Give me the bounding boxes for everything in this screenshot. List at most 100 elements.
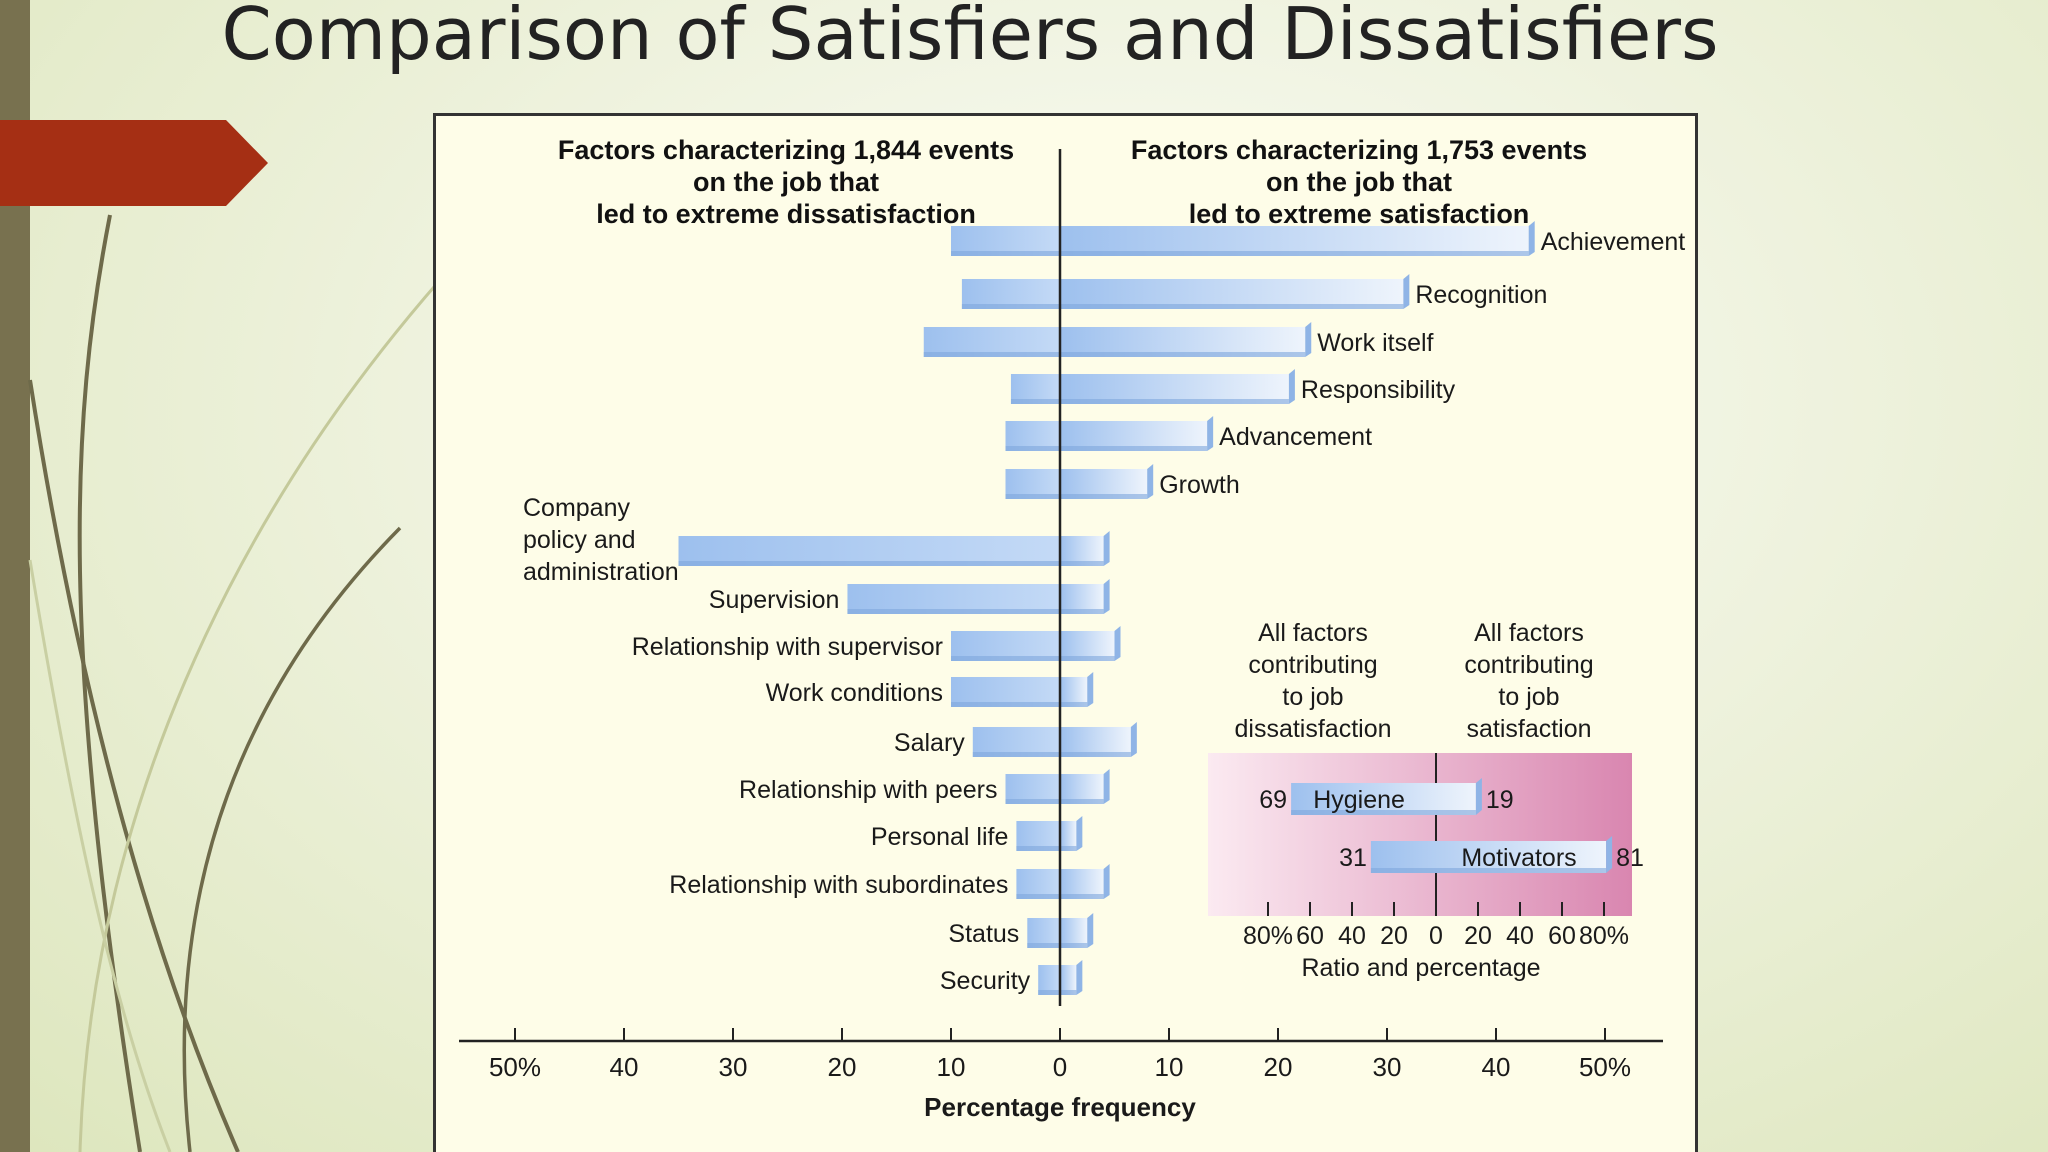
inset-right-header-line: to job xyxy=(1498,683,1559,711)
inset-background xyxy=(1208,753,1632,916)
inset-series-name: Motivators xyxy=(1461,844,1576,872)
inset-left-header-line: to job xyxy=(1282,683,1343,711)
factor-label: policy and xyxy=(523,526,636,554)
bar-satisfaction-shadow xyxy=(1060,846,1077,851)
bar-satisfaction-end xyxy=(1087,913,1094,948)
factor-label: Company xyxy=(523,494,630,522)
bar-satisfaction-end xyxy=(1147,464,1154,499)
bar-dissatisfaction-shadow xyxy=(972,752,1060,757)
inset-bar-shadow xyxy=(1291,810,1476,815)
left-header-line: led to extreme dissatisfaction xyxy=(596,199,976,229)
inset-bar-end xyxy=(1606,836,1613,873)
inset-tick-label: 40 xyxy=(1506,922,1534,950)
inset-left-header-line: contributing xyxy=(1248,651,1377,679)
inset-right-value: 81 xyxy=(1616,844,1644,872)
x-tick-label: 20 xyxy=(1264,1052,1293,1082)
factor-label: Relationship with subordinates xyxy=(669,871,1008,899)
x-tick-label: 50% xyxy=(1579,1052,1631,1082)
bar-satisfaction-end xyxy=(1528,221,1535,256)
bar-satisfaction-end xyxy=(1087,672,1094,707)
inset-right-header-line: All factors xyxy=(1474,619,1584,647)
left-header-line: Factors characterizing 1,844 events xyxy=(558,135,1014,165)
inset-x-axis-label: Ratio and percentage xyxy=(1301,954,1540,982)
inset-chart: All factors contributing to job dissatisfac… xyxy=(1208,619,1644,982)
inset-left-header-line: All factors xyxy=(1258,619,1368,647)
bar-dissatisfaction-shadow xyxy=(951,702,1060,707)
factor-label: Work itself xyxy=(1317,329,1433,357)
bar-dissatisfaction-shadow xyxy=(1016,846,1060,851)
bar-dissatisfaction-shadow xyxy=(923,352,1060,357)
bar-satisfaction-shadow xyxy=(1060,894,1104,899)
bar-satisfaction-shadow xyxy=(1060,799,1104,804)
bar-satisfaction xyxy=(1060,821,1077,851)
inset-tick-label: 60 xyxy=(1296,922,1324,950)
bar-dissatisfaction-shadow xyxy=(1027,943,1060,948)
bar-satisfaction-shadow xyxy=(1060,352,1306,357)
bar-dissatisfaction-shadow xyxy=(961,304,1060,309)
inset-right-value: 19 xyxy=(1486,786,1514,814)
factor-label: Personal life xyxy=(871,823,1009,851)
bar-satisfaction-end xyxy=(1207,416,1214,451)
inset-tick-label: 80% xyxy=(1579,922,1629,950)
bar-satisfaction-end xyxy=(1288,369,1295,404)
factor-label: Status xyxy=(948,920,1019,948)
bar-satisfaction-end xyxy=(1076,816,1083,851)
bar-dissatisfaction-shadow xyxy=(951,656,1060,661)
bar-satisfaction-shadow xyxy=(1060,752,1131,757)
inset-bar-end xyxy=(1475,778,1482,815)
inset-right-header-line: satisfaction xyxy=(1466,715,1591,743)
bar-satisfaction-shadow xyxy=(1060,943,1088,948)
inset-tick-label: 20 xyxy=(1464,922,1492,950)
right-header-line: on the job that xyxy=(1266,167,1452,197)
left-header-line: on the job that xyxy=(693,167,879,197)
bar-dissatisfaction-shadow xyxy=(1005,799,1060,804)
bar-satisfaction-end xyxy=(1103,531,1110,566)
bar-satisfaction-end xyxy=(1103,864,1110,899)
factor-label: Work conditions xyxy=(766,679,943,707)
x-tick-label: 0 xyxy=(1053,1052,1067,1082)
bar-dissatisfaction-shadow xyxy=(1016,894,1060,899)
bar-satisfaction-shadow xyxy=(1060,990,1077,995)
x-axis-label: Percentage frequency xyxy=(924,1092,1196,1122)
x-tick-label: 50% xyxy=(489,1052,541,1082)
bar-dissatisfaction-shadow xyxy=(951,251,1060,256)
inset-tick-label: 0 xyxy=(1429,922,1443,950)
inset-tick-label: 40 xyxy=(1338,922,1366,950)
factor-label: Relationship with supervisor xyxy=(632,633,943,661)
bar-satisfaction-end xyxy=(1103,769,1110,804)
bar-satisfaction xyxy=(1060,965,1077,995)
bar-satisfaction-shadow xyxy=(1060,561,1104,566)
inset-tick-label: 80% xyxy=(1243,922,1293,950)
bar-satisfaction-shadow xyxy=(1060,494,1148,499)
right-header-line: Factors characterizing 1,753 events xyxy=(1131,135,1587,165)
inset-series-name: Hygiene xyxy=(1313,786,1405,814)
inset-bar-shadow xyxy=(1370,868,1607,873)
inset-tick-label: 60 xyxy=(1548,922,1576,950)
bar-satisfaction-shadow xyxy=(1060,609,1104,614)
bar-satisfaction-shadow xyxy=(1060,446,1208,451)
x-tick-label: 40 xyxy=(610,1052,639,1082)
factor-label: Security xyxy=(940,967,1031,995)
factor-label: Relationship with peers xyxy=(739,776,997,804)
factor-label: Growth xyxy=(1159,471,1240,499)
bar-dissatisfaction-shadow xyxy=(678,561,1060,566)
inset-right-header-line: contributing xyxy=(1464,651,1593,679)
bar-dissatisfaction-shadow xyxy=(1038,990,1060,995)
bar-satisfaction-end xyxy=(1403,274,1410,309)
inset-bar xyxy=(1370,841,1607,873)
factor-label: Advancement xyxy=(1219,423,1372,451)
x-tick-label: 10 xyxy=(937,1052,966,1082)
bar-dissatisfaction-shadow xyxy=(847,609,1060,614)
bar-satisfaction-shadow xyxy=(1060,304,1404,309)
bar-satisfaction-end xyxy=(1114,626,1121,661)
chart-frame: Factors characterizing 1,844 events on th… xyxy=(433,113,1698,1152)
inset-tick-label: 20 xyxy=(1380,922,1408,950)
factor-label: Salary xyxy=(894,729,965,757)
title-arrow-marker xyxy=(0,120,268,206)
bar-dissatisfaction-shadow xyxy=(1010,399,1060,404)
factor-labels-layer: Achievement Recognition Work itself Respons… xyxy=(523,228,1685,995)
x-tick-label: 30 xyxy=(1373,1052,1402,1082)
bar-satisfaction-shadow xyxy=(1060,702,1088,707)
inset-left-value: 31 xyxy=(1339,844,1367,872)
x-tick-label: 30 xyxy=(719,1052,748,1082)
